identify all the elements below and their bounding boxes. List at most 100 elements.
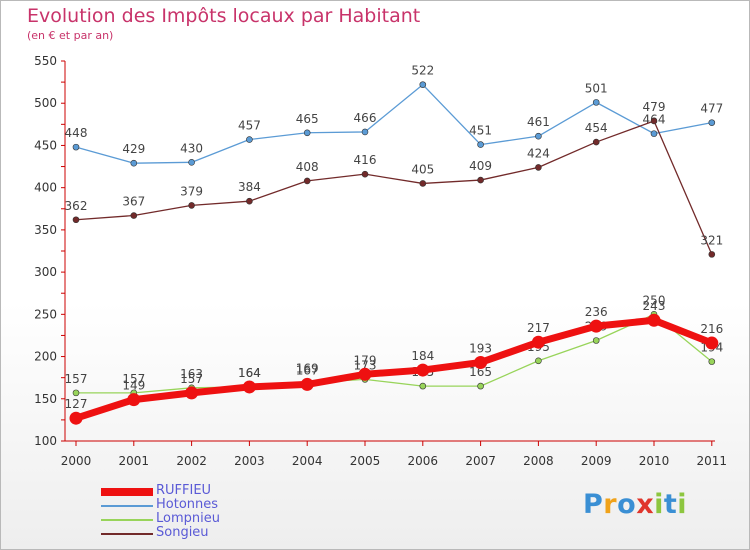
data-label: 157 bbox=[122, 372, 145, 386]
x-tick-label: 2005 bbox=[350, 454, 381, 468]
data-point bbox=[416, 363, 430, 377]
y-tick-label: 350 bbox=[34, 223, 57, 237]
logo-letter: i bbox=[654, 489, 664, 520]
data-point bbox=[130, 159, 138, 167]
x-tick-label: 2001 bbox=[119, 454, 150, 468]
data-label: 457 bbox=[238, 119, 261, 133]
data-point bbox=[130, 212, 138, 219]
data-label: 465 bbox=[296, 112, 319, 126]
data-point bbox=[69, 411, 83, 425]
series-line-hotonnes bbox=[75, 83, 712, 164]
y-tick-label: 550 bbox=[34, 54, 57, 68]
y-tick-label: 450 bbox=[34, 138, 57, 152]
data-label: 501 bbox=[585, 81, 608, 95]
data-point bbox=[477, 176, 484, 184]
data-label: 416 bbox=[354, 153, 377, 167]
x-tick-label: 2000 bbox=[61, 454, 92, 468]
data-label: 250 bbox=[643, 293, 666, 307]
data-point bbox=[361, 170, 369, 178]
y-tick-label: 150 bbox=[34, 392, 57, 406]
data-point bbox=[477, 382, 484, 390]
legend-item: Hotonnes bbox=[101, 498, 301, 513]
data-point bbox=[419, 382, 427, 390]
data-label: 236 bbox=[585, 305, 608, 319]
data-label: 179 bbox=[354, 353, 377, 367]
data-point bbox=[647, 313, 661, 327]
data-point bbox=[361, 128, 369, 136]
chart-subtitle: (en € et par an) bbox=[27, 29, 114, 42]
data-label: 451 bbox=[469, 124, 492, 138]
legend-label: Songieu bbox=[156, 525, 209, 540]
x-tick-label: 2002 bbox=[176, 454, 207, 468]
data-point bbox=[419, 180, 427, 187]
data-label: 193 bbox=[469, 341, 492, 355]
y-tick-label: 250 bbox=[34, 307, 57, 321]
data-label: 448 bbox=[65, 126, 88, 140]
x-tick-label: 2007 bbox=[465, 454, 496, 468]
data-label: 479 bbox=[643, 100, 666, 114]
data-label: 157 bbox=[65, 372, 88, 386]
data-point bbox=[246, 197, 253, 205]
data-label: 321 bbox=[700, 233, 723, 247]
logo-letter: o bbox=[617, 489, 637, 520]
chart-title: Evolution des Impôts locaux par Habitant bbox=[27, 5, 421, 27]
y-tick-label: 400 bbox=[34, 181, 57, 195]
y-tick-label: 500 bbox=[34, 96, 57, 110]
data-label: 164 bbox=[238, 366, 261, 380]
data-point bbox=[474, 355, 488, 369]
y-tick-label: 100 bbox=[34, 434, 57, 448]
data-label: 164 bbox=[238, 366, 261, 380]
data-label: 184 bbox=[411, 349, 434, 363]
data-point bbox=[72, 389, 80, 397]
data-point bbox=[242, 380, 256, 394]
data-point bbox=[188, 202, 195, 209]
data-point bbox=[127, 393, 141, 407]
proxiti-logo: Proxiti bbox=[583, 489, 687, 520]
x-tick-label: 2010 bbox=[639, 454, 670, 468]
data-point bbox=[419, 81, 427, 88]
data-label: 429 bbox=[122, 142, 145, 156]
data-point bbox=[535, 132, 542, 140]
data-point bbox=[592, 337, 600, 344]
series-line-lompnieu bbox=[76, 313, 713, 394]
data-point bbox=[650, 130, 658, 137]
x-tick-label: 2004 bbox=[292, 454, 323, 468]
data-point bbox=[358, 367, 372, 381]
series-line-ruffieu bbox=[74, 316, 714, 422]
legend-label: RUFFIEU bbox=[156, 483, 212, 498]
legend-label: Lompnieu bbox=[156, 511, 220, 526]
data-label: 430 bbox=[180, 141, 203, 155]
data-label: 157 bbox=[180, 372, 203, 386]
data-label: 454 bbox=[585, 121, 608, 135]
data-point bbox=[708, 358, 716, 365]
logo-letter: t bbox=[663, 489, 678, 520]
data-label: 367 bbox=[122, 195, 145, 209]
legend-swatch bbox=[101, 533, 153, 535]
legend-item: Songieu bbox=[101, 525, 301, 541]
data-label: 424 bbox=[527, 146, 550, 160]
data-label: 379 bbox=[180, 184, 203, 198]
logo-letter: i bbox=[677, 489, 688, 520]
data-point bbox=[650, 117, 658, 125]
legend-swatch bbox=[101, 519, 153, 521]
legend-item: RUFFIEU bbox=[101, 483, 301, 499]
data-point bbox=[705, 336, 719, 350]
data-point bbox=[246, 136, 253, 143]
data-label: 243 bbox=[643, 299, 666, 313]
x-tick-label: 2008 bbox=[523, 454, 554, 468]
data-label: 409 bbox=[469, 159, 492, 173]
logo-letter: P bbox=[583, 489, 604, 520]
data-label: 127 bbox=[65, 397, 88, 411]
data-label: 408 bbox=[296, 160, 319, 174]
data-point bbox=[589, 319, 603, 333]
data-label: 384 bbox=[238, 180, 261, 194]
data-label: 169 bbox=[296, 362, 319, 376]
data-point bbox=[72, 216, 80, 224]
data-point bbox=[531, 335, 545, 349]
data-label: 217 bbox=[527, 321, 550, 335]
data-point bbox=[708, 119, 716, 126]
data-label: 167 bbox=[296, 363, 319, 377]
data-label: 216 bbox=[700, 322, 723, 336]
